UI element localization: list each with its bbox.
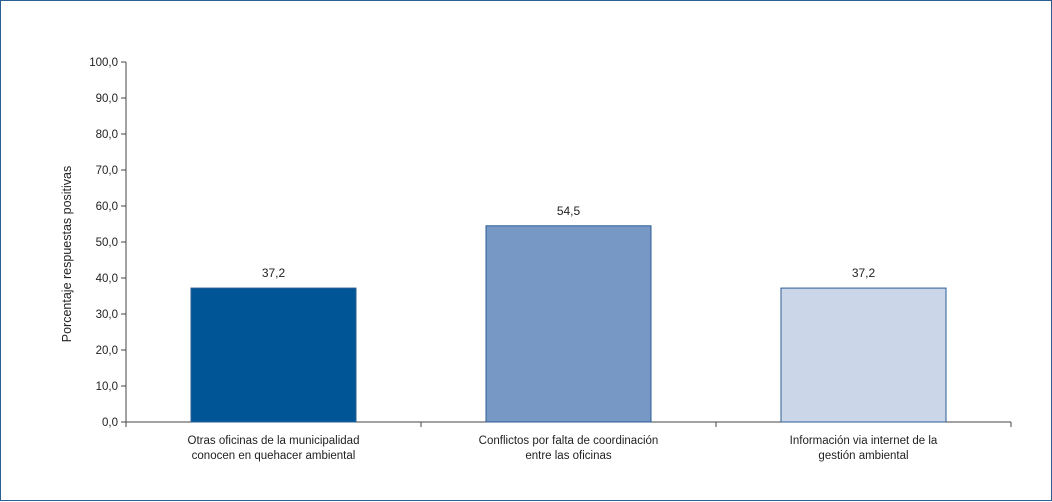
y-tick-label: 90,0 (96, 93, 118, 105)
x-category-label: Conflictos por falta de coordinación (479, 435, 659, 447)
y-tick-label: 70,0 (96, 165, 118, 177)
x-category-label: entre las oficinas (525, 450, 612, 462)
x-category-label: conocen en quehacer ambiental (192, 450, 356, 462)
y-tick-label: 60,0 (96, 201, 118, 213)
data-label: 37,2 (852, 266, 876, 280)
bar (780, 287, 947, 423)
x-category-label: Otras oficinas de la municipalidad (188, 435, 360, 447)
data-label: 54,5 (557, 204, 581, 218)
y-tick-label: 20,0 (96, 345, 118, 357)
x-category-label: gestión ambiental (818, 450, 908, 462)
y-tick-label: 100,0 (89, 57, 118, 69)
data-label: 37,2 (262, 266, 286, 280)
bar (190, 287, 357, 423)
x-category-label: Información via internet de la (790, 435, 938, 447)
y-tick-label: 40,0 (96, 273, 118, 285)
bar (485, 225, 652, 423)
y-axis-title: Porcentaje respuestas positivas (60, 166, 74, 342)
y-tick-label: 30,0 (96, 309, 118, 321)
y-tick-label: 50,0 (96, 237, 118, 249)
y-tick-label: 80,0 (96, 129, 118, 141)
y-tick-label: 10,0 (96, 381, 118, 393)
y-tick-label: 0,0 (102, 417, 118, 429)
